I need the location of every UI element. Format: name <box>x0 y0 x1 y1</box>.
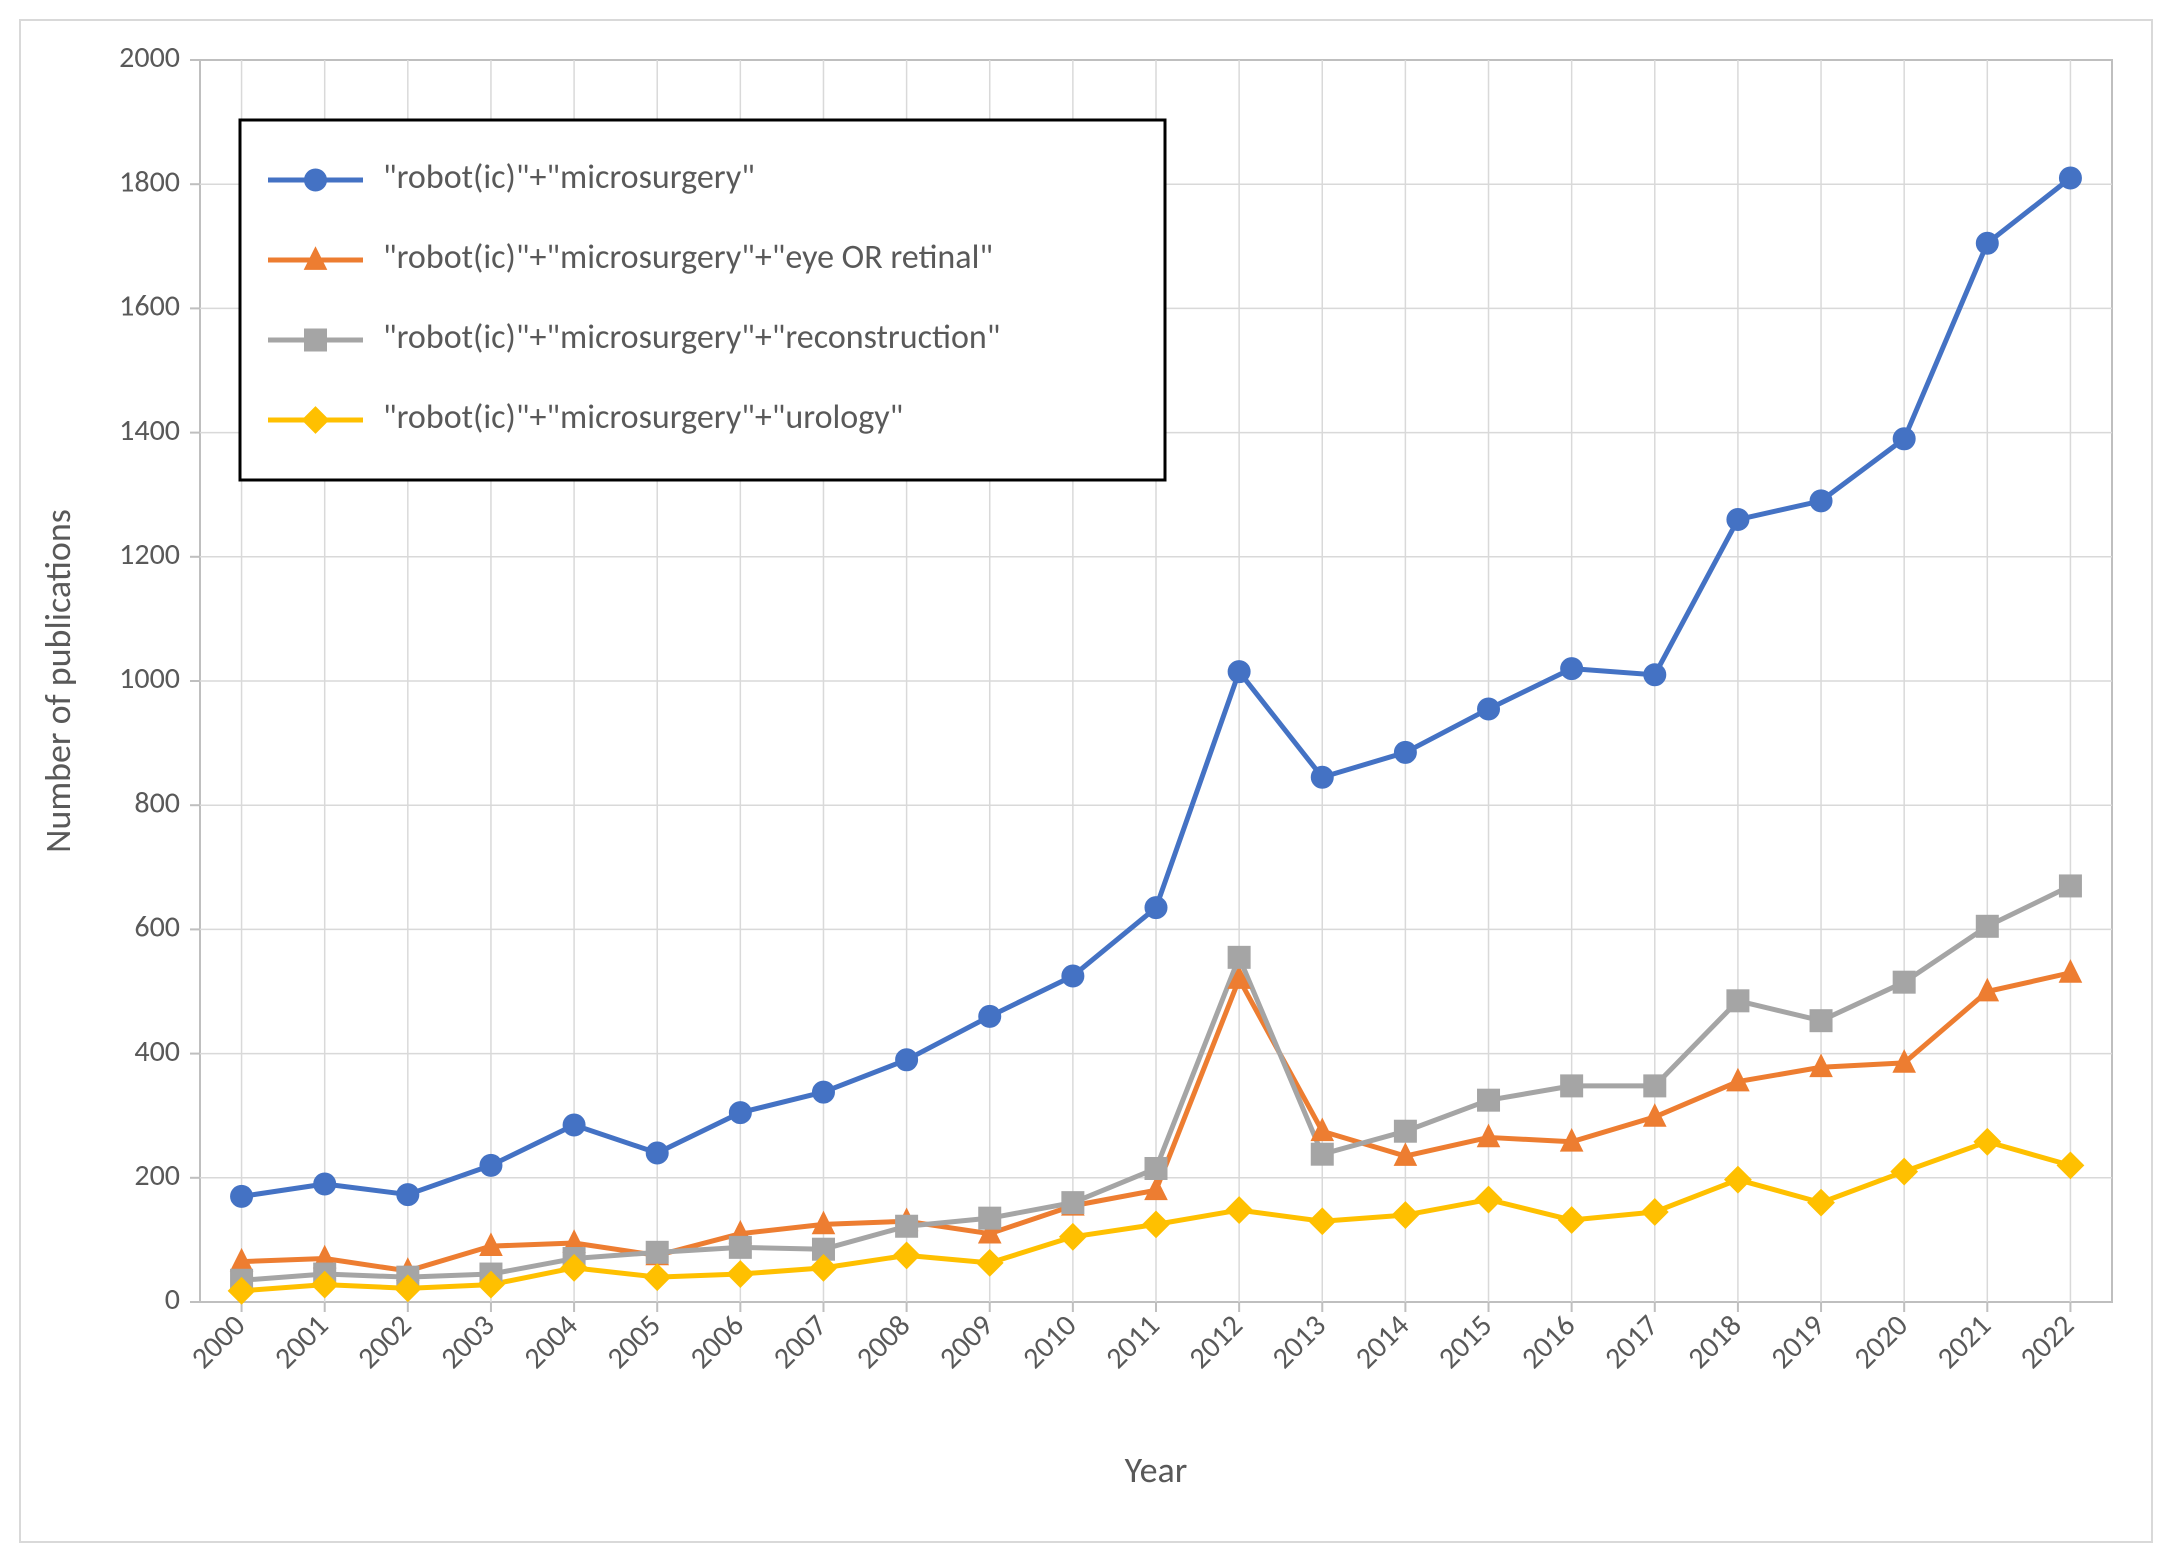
svg-text:Year: Year <box>1125 1448 1188 1492</box>
svg-text:2006: 2006 <box>683 1307 752 1376</box>
svg-text:2004: 2004 <box>516 1307 585 1376</box>
svg-text:2001: 2001 <box>267 1307 336 1376</box>
svg-text:1000: 1000 <box>119 660 180 697</box>
svg-text:2009: 2009 <box>932 1307 1001 1376</box>
svg-text:Number of publications: Number of publications <box>36 509 80 853</box>
svg-text:400: 400 <box>134 1033 180 1070</box>
svg-text:2021: 2021 <box>1930 1307 1999 1376</box>
svg-text:"robot(ic)"+"microsurgery"+"ur: "robot(ic)"+"microsurgery"+"urology" <box>383 397 903 438</box>
svg-text:2000: 2000 <box>119 39 180 76</box>
svg-text:2005: 2005 <box>599 1307 668 1376</box>
svg-text:2008: 2008 <box>849 1307 918 1376</box>
svg-text:1400: 1400 <box>119 412 180 449</box>
svg-text:1800: 1800 <box>119 163 180 200</box>
svg-text:2014: 2014 <box>1348 1307 1417 1376</box>
svg-text:2017: 2017 <box>1597 1307 1666 1376</box>
svg-text:2012: 2012 <box>1181 1307 1250 1376</box>
svg-text:2019: 2019 <box>1763 1307 1832 1376</box>
svg-text:2015: 2015 <box>1431 1307 1500 1376</box>
svg-text:2013: 2013 <box>1265 1307 1334 1376</box>
svg-text:800: 800 <box>134 784 180 821</box>
svg-text:2020: 2020 <box>1846 1307 1915 1376</box>
svg-text:2016: 2016 <box>1514 1307 1583 1376</box>
svg-text:2022: 2022 <box>2013 1307 2082 1376</box>
svg-text:1200: 1200 <box>119 536 180 573</box>
svg-text:2002: 2002 <box>350 1307 419 1376</box>
svg-text:2003: 2003 <box>433 1307 502 1376</box>
svg-text:2000: 2000 <box>184 1307 253 1376</box>
svg-text:2007: 2007 <box>766 1307 835 1376</box>
publications-line-chart: 0200400600800100012001400160018002000200… <box>0 0 2172 1562</box>
svg-text:"robot(ic)"+"microsurgery": "robot(ic)"+"microsurgery" <box>383 157 755 198</box>
svg-text:0: 0 <box>165 1281 180 1318</box>
svg-text:"robot(ic)"+"microsurgery"+"re: "robot(ic)"+"microsurgery"+"reconstructi… <box>383 317 1000 358</box>
svg-text:1600: 1600 <box>119 288 180 325</box>
svg-text:"robot(ic)"+"microsurgery"+"ey: "robot(ic)"+"microsurgery"+"eye OR retin… <box>383 237 993 278</box>
svg-text:2010: 2010 <box>1015 1307 1084 1376</box>
svg-text:200: 200 <box>134 1157 180 1194</box>
chart-svg: 0200400600800100012001400160018002000200… <box>0 0 2172 1562</box>
svg-text:2011: 2011 <box>1098 1307 1167 1376</box>
svg-text:2018: 2018 <box>1680 1307 1749 1376</box>
svg-text:600: 600 <box>134 909 180 946</box>
